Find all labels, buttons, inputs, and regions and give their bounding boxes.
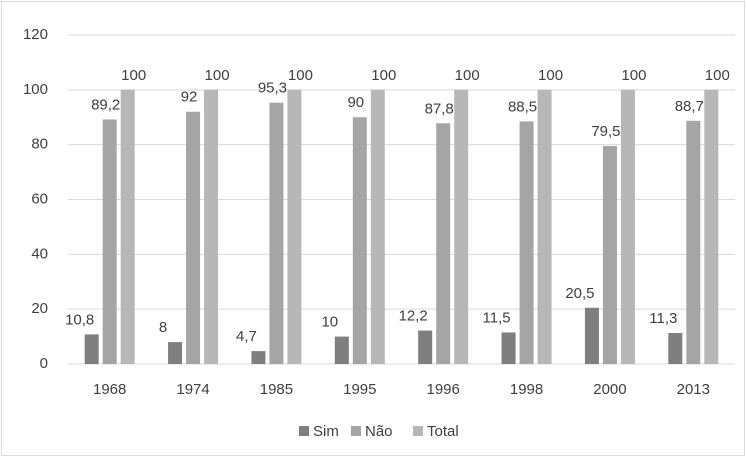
y-tick-label: 60 [31,190,48,207]
legend-swatch [299,426,309,436]
bar [704,89,719,364]
data-label: 100 [205,67,230,84]
bar [370,89,385,364]
bar [418,330,433,364]
data-label: 79,5 [591,123,620,140]
bar [436,123,451,364]
x-tick-label: 2013 [677,381,710,398]
bar [686,120,701,364]
data-label: 100 [538,67,563,84]
data-label: 100 [455,67,480,84]
bar [84,334,99,364]
data-label: 100 [121,67,146,84]
bar [168,342,183,364]
legend-swatch [351,426,361,436]
data-label: 95,3 [258,80,287,97]
data-label: 90 [347,94,364,111]
legend-swatch [413,426,423,436]
data-label: 89,2 [91,96,120,113]
data-label: 92 [181,89,198,106]
y-tick-label: 40 [31,245,48,262]
data-label: 88,5 [508,98,537,115]
data-label: 10,8 [65,311,94,328]
data-label: 100 [705,67,730,84]
x-tick-label: 1995 [343,381,376,398]
bar [102,119,117,365]
bar [269,102,284,364]
legend-label: Não [365,423,393,440]
bar [251,351,266,364]
bar [186,111,201,365]
data-label: 10 [321,314,338,331]
data-label: 20,5 [565,285,594,302]
bar [602,146,617,364]
bar [501,332,516,364]
x-tick-label: 1974 [176,381,209,398]
bar [352,117,367,364]
data-label: 11,3 [649,310,677,327]
bar [454,89,469,364]
bar [204,89,219,364]
bar [620,89,635,364]
bar [668,333,683,364]
y-tick-label: 120 [23,26,48,43]
bar [537,89,552,364]
data-label: 100 [371,67,396,84]
data-label: 88,7 [675,98,704,115]
legend-label: Total [427,423,459,440]
x-tick-label: 1998 [510,381,543,398]
data-label: 11,5 [483,309,511,326]
data-label: 12,2 [399,308,428,325]
x-tick-label: 1996 [427,381,460,398]
y-tick-label: 80 [31,136,48,153]
y-tick-label: 100 [23,81,48,98]
bar [519,121,534,364]
legend-label: Sim [313,423,339,440]
bar [584,307,599,364]
data-label: 8 [159,319,167,336]
data-label: 4,7 [236,328,257,345]
data-label: 100 [288,67,313,84]
x-tick-label: 1968 [93,381,126,398]
y-tick-label: 20 [31,300,48,317]
bar [334,336,349,364]
data-label: 87,8 [425,100,454,117]
x-tick-label: 1985 [260,381,293,398]
bar [120,89,135,364]
bar [287,89,302,364]
y-tick-label: 0 [40,355,48,372]
data-label: 100 [621,67,646,84]
x-tick-label: 2000 [593,381,626,398]
